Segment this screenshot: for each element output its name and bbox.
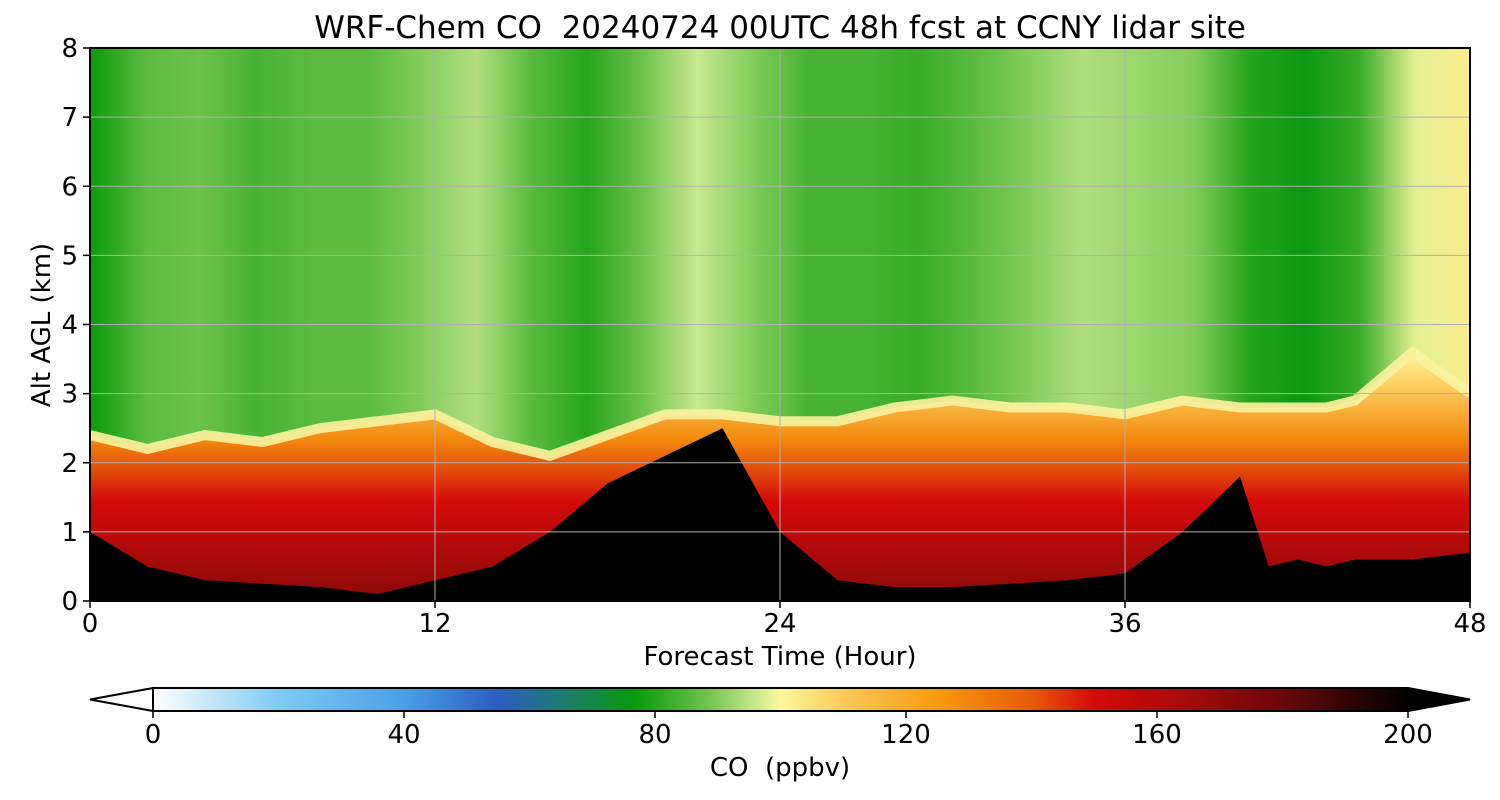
y-tick-label: 6	[61, 172, 78, 202]
colorbar-tick-label: 40	[387, 720, 420, 750]
x-axis: 0 12 24 36 48	[82, 601, 1487, 639]
colorbar-tick-label: 0	[145, 720, 162, 750]
colorbar-extend-min	[89, 686, 154, 713]
colorbar-extend-max	[1407, 686, 1471, 713]
chart-title: WRF-Chem CO 20240724 00UTC 48h fcst at C…	[314, 10, 1246, 46]
grid-lines	[90, 48, 1470, 601]
y-tick-label: 2	[61, 449, 78, 479]
colorbar-label: CO (ppbv)	[710, 753, 850, 783]
x-tick-label: 36	[1108, 609, 1141, 639]
y-tick-label: 0	[61, 587, 78, 617]
colorbar-tick-label: 80	[638, 720, 671, 750]
x-tick-label: 12	[418, 609, 451, 639]
y-axis: 0 1 2 3 4 5 6 7 8	[61, 34, 90, 617]
colorbar-frame	[152, 687, 1409, 712]
boundary-layer-top-contour	[90, 345, 1470, 462]
y-tick-label: 8	[61, 34, 78, 64]
x-tick-label: 24	[763, 609, 796, 639]
y-tick-label: 5	[61, 241, 78, 271]
colorbar-tick-label: 120	[881, 720, 931, 750]
y-tick-label: 4	[61, 311, 78, 341]
colorbar-body	[153, 688, 1408, 711]
x-axis-label: Forecast Time (Hour)	[643, 642, 916, 672]
colorbar: 0 40 80 120 160 200	[89, 686, 1471, 750]
colorbar-ticks: 0 40 80 120 160 200	[145, 711, 1433, 750]
y-tick-label: 1	[61, 518, 78, 548]
plot-area	[90, 48, 1470, 601]
y-axis-label: Alt AGL (km)	[27, 243, 57, 407]
colorbar-tick-label: 160	[1132, 720, 1182, 750]
y-tick-label: 3	[61, 380, 78, 410]
x-tick-label: 48	[1453, 609, 1486, 639]
colorbar-tick-label: 200	[1383, 720, 1433, 750]
x-tick-label: 0	[82, 609, 99, 639]
y-tick-label: 7	[61, 103, 78, 133]
